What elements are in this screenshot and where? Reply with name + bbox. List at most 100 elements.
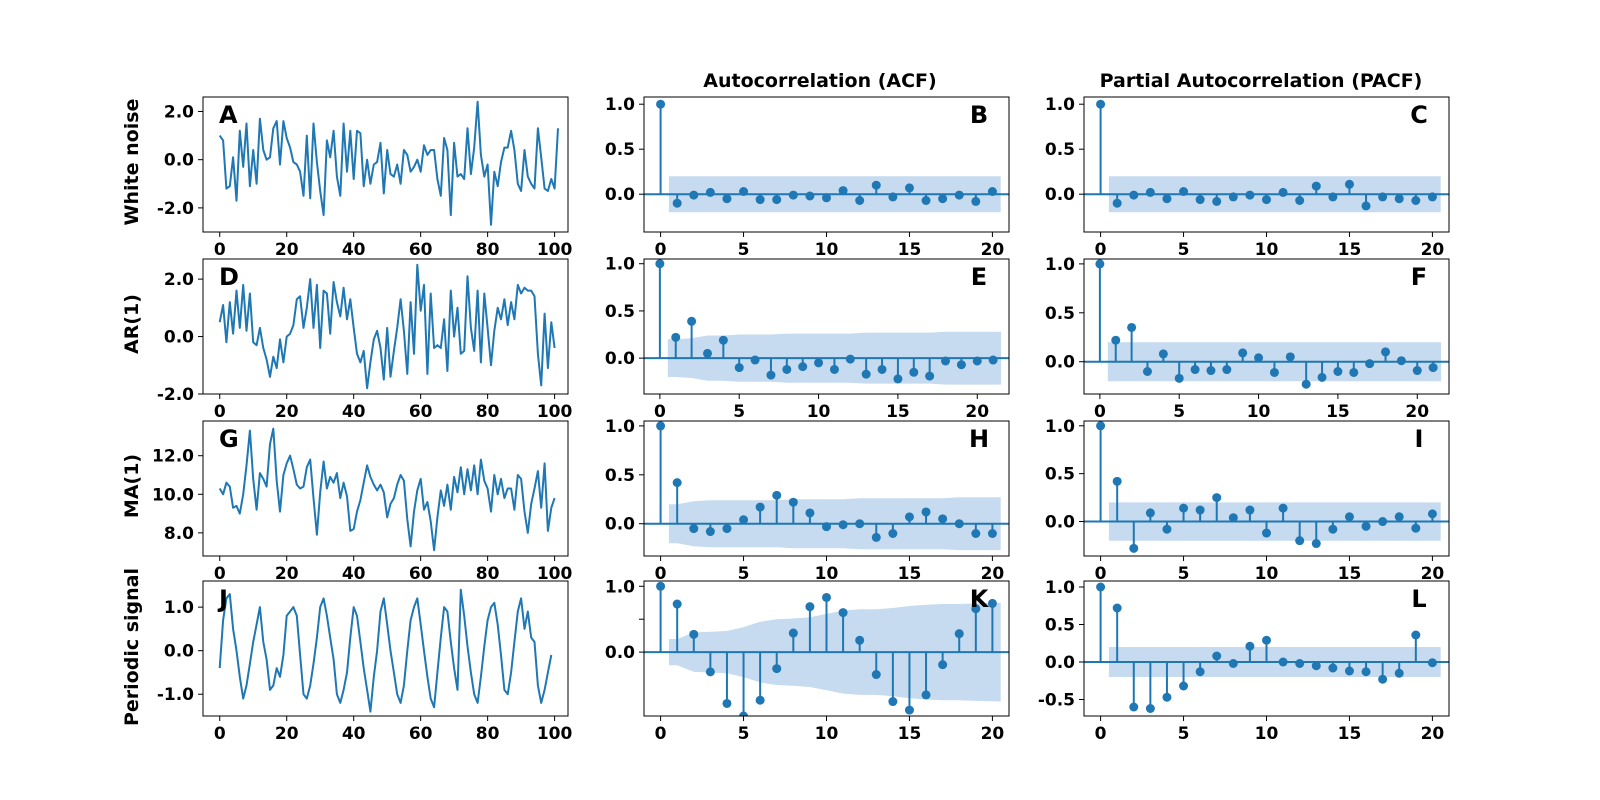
panel-f-point-7: [1206, 366, 1216, 376]
panel-c-point-20: [1427, 192, 1437, 202]
panel-a-xtick-label-2: 40: [342, 240, 366, 260]
panel-i-point-12: [1295, 536, 1305, 546]
panel-i-point-20: [1427, 509, 1437, 519]
panel-j-ytick-label-0: -1.0: [157, 685, 194, 705]
panel-k-point-19: [971, 604, 981, 614]
panel-a-xtick-label-1: 20: [275, 240, 299, 260]
panel-c-point-8: [1228, 192, 1238, 202]
panel-k-point-7: [772, 664, 782, 674]
panel-b: 0 5 10 15 20 0.0 0.5 1.0 B: [605, 95, 1010, 260]
panel-j-series-line: [218, 588, 553, 713]
panel-b-point-12: [855, 196, 865, 205]
panel-k-point-18: [954, 629, 964, 639]
panel-h-xtick-label-0: 0: [655, 564, 667, 584]
panel-b-point-2: [689, 190, 699, 200]
panel-i-ytick-label-1: 0.5: [1045, 465, 1075, 485]
panel-b-point-7: [772, 195, 782, 205]
panel-e-point-14: [877, 364, 887, 374]
panel-e-point-1: [671, 332, 681, 342]
panel-k-point-20: [987, 598, 997, 608]
panel-g-ytick-label-2: 12.0: [152, 447, 194, 467]
panel-h-point-6: [755, 502, 765, 512]
panel-e-point-9: [798, 362, 808, 372]
panel-j-xtick-label-4: 80: [476, 724, 500, 744]
panel-g-plot-area: [218, 427, 556, 552]
panel-i-point-3: [1145, 508, 1155, 518]
panel-g-xtick-label-2: 40: [342, 564, 366, 584]
panel-g-xtick-label-0: 0: [214, 564, 226, 584]
panel-l-xtick-label-4: 20: [1421, 724, 1445, 744]
panel-c-point-9: [1245, 190, 1255, 200]
panel-b-ytick-label-0: 0.0: [605, 185, 635, 205]
panel-k-plot-area: [644, 581, 1009, 716]
panel-h-letter: H: [969, 425, 989, 453]
panel-h-point-9: [805, 508, 815, 518]
panel-e-point-2: [687, 316, 697, 326]
panel-d-ytick-label-1: 0.0: [164, 328, 194, 348]
panel-a-ytick-label-2: 2.0: [164, 102, 194, 122]
panel-i-point-19: [1411, 523, 1421, 533]
panel-h-point-15: [904, 512, 914, 522]
panel-k: 0 5 10 15 20 0.0 1.0 K: [605, 577, 1010, 744]
panel-e-point-6: [750, 355, 760, 365]
panel-l-point-8: [1228, 659, 1238, 668]
panel-e-point-0: [655, 259, 665, 269]
panel-c-xtick-label-1: 5: [1178, 240, 1190, 260]
panel-i-ytick-label-0: 0.0: [1045, 513, 1075, 533]
panel-j-xtick-label-2: 40: [342, 724, 366, 744]
panel-j-xtick-label-1: 20: [275, 724, 299, 744]
panel-h-point-11: [838, 520, 848, 530]
panel-k-point-15: [904, 705, 914, 715]
panel-c-point-0: [1096, 99, 1106, 109]
panel-l-point-20: [1427, 658, 1437, 668]
panel-e: 0 5 10 15 20 0.0 0.5 1.0 E: [605, 255, 1010, 422]
panel-l-point-5: [1179, 681, 1189, 691]
panel-g-frame: [202, 420, 569, 557]
panel-i-point-11: [1278, 503, 1288, 513]
panel-l-point-18: [1394, 668, 1404, 678]
panel-f-ytick-label-0: 0.0: [1045, 353, 1075, 373]
panel-f-point-15: [1333, 367, 1343, 376]
row-label-white-noise: White noise: [121, 99, 143, 226]
panel-f-point-0: [1095, 259, 1105, 269]
panel-b-xtick-label-3: 15: [898, 240, 922, 260]
panel-b-point-16: [921, 196, 931, 205]
panel-e-point-8: [782, 364, 792, 374]
panel-k-point-5: [739, 711, 749, 716]
panel-b-point-0: [656, 99, 666, 109]
panel-l-ytick-label-1: 0.0: [1045, 653, 1075, 673]
panel-c-point-11: [1278, 187, 1288, 197]
panel-e-point-16: [909, 367, 919, 377]
panel-h-point-18: [954, 519, 964, 529]
panel-l-xtick-label-2: 10: [1255, 724, 1279, 744]
panel-j-letter: J: [217, 585, 228, 613]
panel-f-point-1: [1111, 335, 1121, 345]
panel-i-point-7: [1212, 493, 1222, 503]
panel-b-point-18: [954, 190, 964, 200]
panel-l-point-7: [1212, 651, 1222, 661]
panel-f-point-4: [1158, 349, 1168, 359]
panel-c-point-17: [1378, 192, 1388, 202]
panel-h-point-0: [656, 421, 666, 431]
panel-h-point-16: [921, 507, 931, 517]
panel-g-xtick-label-1: 20: [275, 564, 299, 584]
panel-h-plot-area: [644, 421, 1009, 551]
panel-e-point-10: [814, 358, 824, 368]
panel-d-frame: [202, 258, 569, 395]
panel-h-point-13: [871, 532, 881, 542]
panel-k-ytick-label-2: 1.0: [605, 577, 635, 597]
panel-k-point-13: [871, 670, 881, 680]
panel-i-point-2: [1129, 543, 1139, 553]
panel-k-point-0: [656, 581, 666, 591]
panel-i-point-9: [1245, 505, 1255, 515]
panel-e-point-17: [925, 371, 935, 381]
panel-f-point-8: [1222, 365, 1232, 375]
panel-b-point-11: [838, 186, 848, 196]
panel-b-point-1: [672, 198, 682, 208]
panel-b-xtick-label-2: 10: [815, 240, 839, 260]
panel-a-xtick-label-4: 80: [476, 240, 500, 260]
panel-k-point-8: [788, 628, 798, 638]
panel-h-point-12: [855, 519, 865, 529]
panel-f-ytick-label-1: 0.5: [1045, 304, 1075, 324]
panel-e-point-11: [829, 364, 839, 374]
